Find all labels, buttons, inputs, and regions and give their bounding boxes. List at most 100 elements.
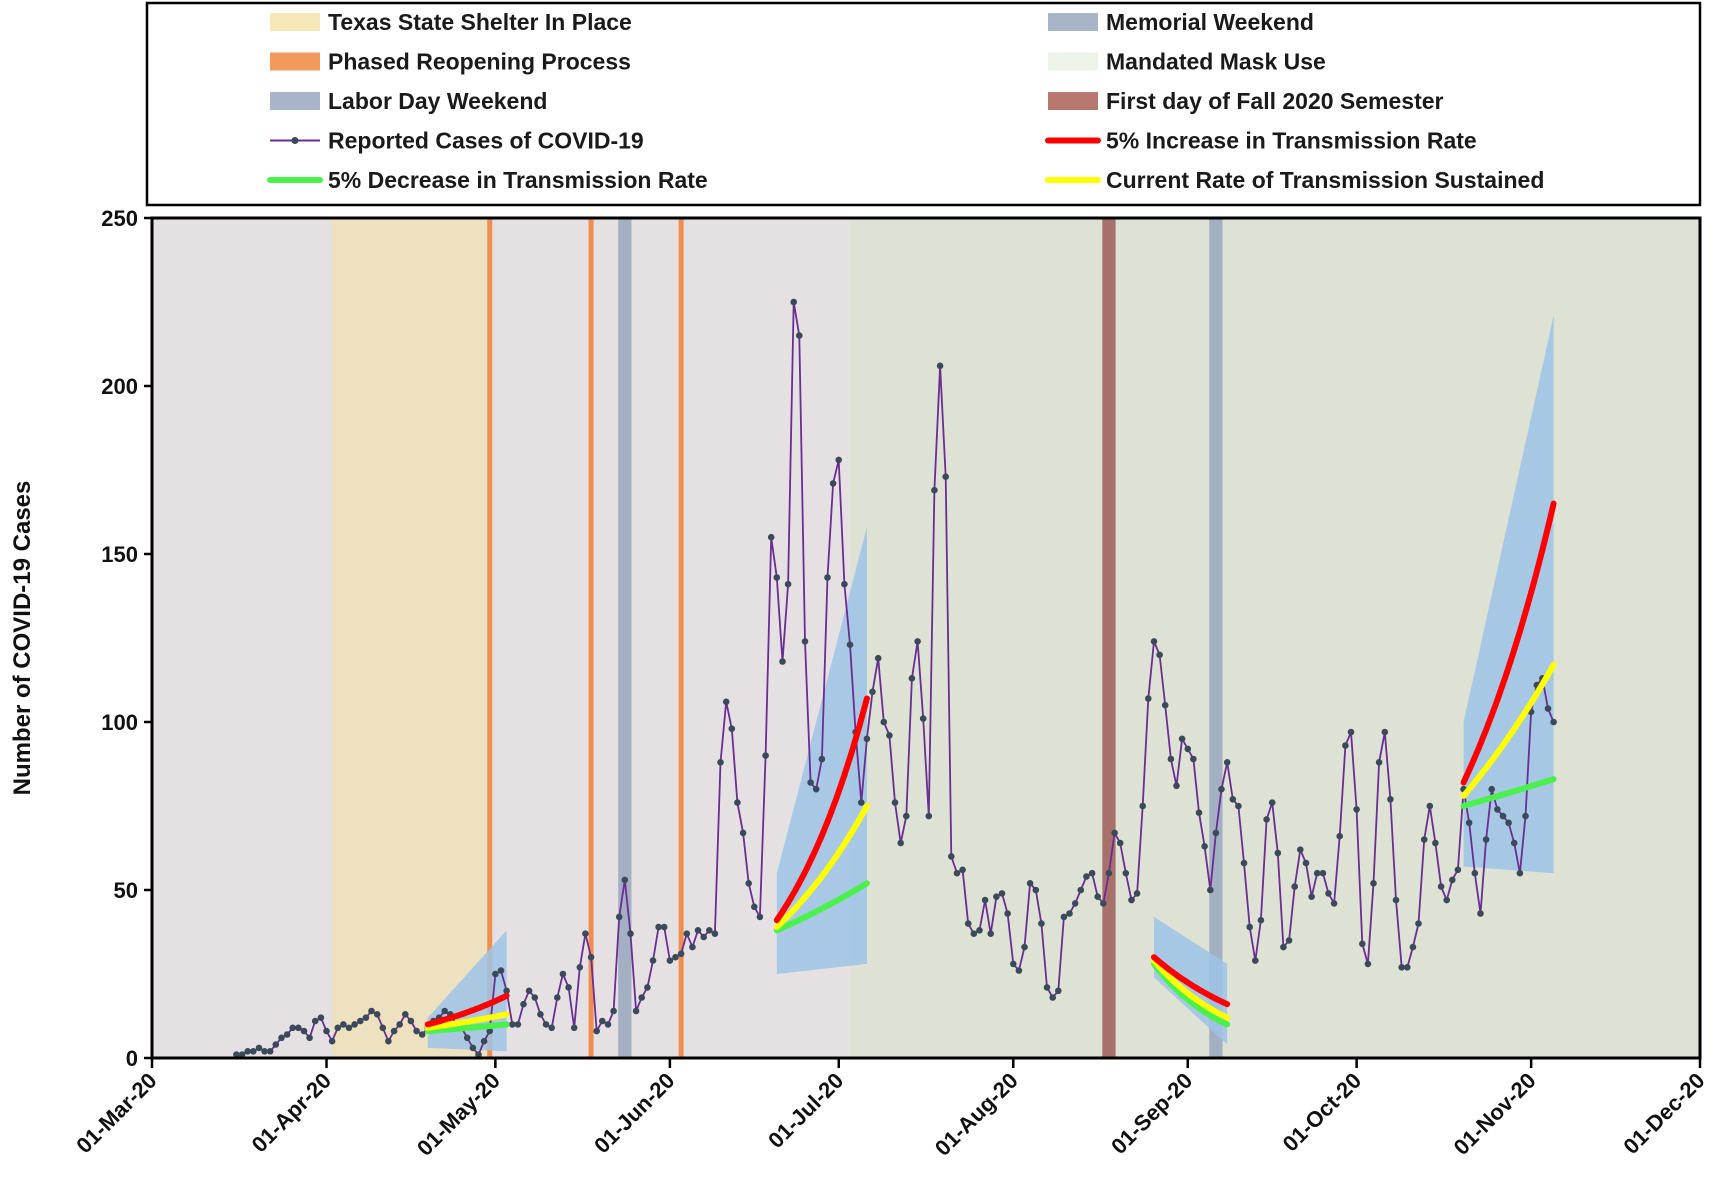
cases-point <box>1004 910 1011 917</box>
cases-point <box>1128 896 1135 904</box>
cases-point <box>1522 812 1529 820</box>
cases-point <box>345 1024 353 1032</box>
legend-label: Current Rate of Transmission Sustained <box>1106 167 1544 193</box>
cases-point <box>1370 880 1377 887</box>
cases-point <box>548 1024 555 1032</box>
decrease-projection <box>1151 960 1231 1028</box>
cases-point <box>576 964 584 971</box>
cases-point <box>1156 651 1163 659</box>
cases-point <box>824 574 831 581</box>
cases-point <box>1516 869 1524 877</box>
cases-point <box>1021 943 1028 951</box>
x-tick-label: 01-Oct-20 <box>1278 1068 1367 1157</box>
cases-point <box>756 913 764 921</box>
cases-point <box>1347 728 1355 736</box>
cases-point <box>531 994 539 1001</box>
uncertainty-band <box>1463 315 1554 1058</box>
cases-point <box>334 1024 342 1032</box>
cases-point <box>514 1021 522 1028</box>
cases-point <box>1359 940 1366 948</box>
legend-label: Reported Cases of COVID-19 <box>328 128 644 154</box>
legend: Texas State Shelter In Place Memorial Wee… <box>145 1 1702 207</box>
cases-point <box>1313 869 1321 877</box>
cases-point <box>1111 829 1118 837</box>
cases-point <box>1302 859 1310 867</box>
cases-point <box>1420 836 1428 843</box>
cases-point <box>1325 890 1332 897</box>
cases-point <box>762 752 769 759</box>
cases-point <box>812 785 820 793</box>
cases-point <box>998 890 1006 897</box>
cases-point <box>649 957 657 964</box>
cases-point <box>953 869 961 877</box>
cases-point <box>1195 809 1203 816</box>
increase-projection <box>424 992 510 1028</box>
cases-point <box>1150 638 1158 645</box>
cases-point <box>1297 846 1304 853</box>
cases-point <box>779 658 786 665</box>
cases-point <box>328 1037 336 1045</box>
legend-item: Labor Day Weekend <box>270 88 547 114</box>
memorial-weekend-band <box>618 218 632 1058</box>
cases-point <box>604 1021 612 1028</box>
cases-point <box>722 698 730 706</box>
legend-item: 5% Increase in Transmission Rate <box>1045 128 1477 154</box>
cases-point <box>689 943 696 951</box>
cases-point <box>1426 802 1434 810</box>
cases-point <box>773 574 781 581</box>
cases-point <box>1071 900 1079 907</box>
cases-point <box>1122 869 1130 877</box>
cases-point <box>1449 876 1456 884</box>
cases-point <box>396 1021 404 1028</box>
cases-point <box>497 967 505 974</box>
decrease-projection <box>424 1021 510 1035</box>
cases-point <box>340 1021 347 1028</box>
legend-marker <box>291 137 299 144</box>
cases-point <box>1235 802 1242 810</box>
cases-point <box>638 994 645 1001</box>
cases-point <box>1437 883 1445 890</box>
cases-point <box>801 638 809 645</box>
cases-point <box>413 1027 420 1035</box>
cases-point <box>897 839 904 847</box>
cases-point <box>1043 984 1051 991</box>
cases-point <box>407 1017 415 1025</box>
cases-point <box>317 1014 325 1021</box>
cases-point <box>266 1048 274 1055</box>
cases-point <box>1066 910 1073 917</box>
cases-point <box>323 1027 330 1035</box>
cases-point <box>1544 705 1552 712</box>
y-tick-label: 50 <box>114 878 138 903</box>
cases-point <box>964 920 972 927</box>
x-tick-label: 01-Mar-20 <box>71 1068 161 1158</box>
cases-point <box>373 1011 381 1018</box>
cases-point <box>835 456 842 464</box>
y-axis-title: Number of COVID-19 Cases <box>9 481 36 796</box>
cases-point <box>672 953 679 961</box>
cases-point <box>1398 964 1405 971</box>
shelter-in-place-region <box>332 218 490 1058</box>
cases-point <box>666 957 674 964</box>
cases-point <box>880 718 888 726</box>
cases-point <box>717 759 724 766</box>
legend-item: Mandated Mask Use <box>1048 49 1326 75</box>
y-tick-label: 0 <box>126 1046 138 1071</box>
cases-point <box>418 1031 426 1038</box>
legend-box <box>145 1 1702 207</box>
cases-point <box>784 580 792 588</box>
cases-point <box>948 853 955 860</box>
cases-point <box>1184 745 1192 753</box>
cases-point <box>1404 964 1411 971</box>
cases-point <box>1218 785 1225 793</box>
cases-point <box>942 473 949 481</box>
cases-point <box>486 1027 494 1035</box>
cases-point <box>1285 937 1293 944</box>
cases-point <box>751 903 758 911</box>
legend-item: First day of Fall 2020 Semester <box>1048 88 1444 114</box>
cases-point <box>1161 701 1169 709</box>
cases-point <box>480 1037 488 1045</box>
cases-point <box>255 1044 263 1052</box>
x-axis: 01-Mar-20 01-Apr-20 01-May-20 01-Jun-20 01-J… <box>71 1058 1710 1161</box>
cases-point <box>1482 836 1490 843</box>
period-regions <box>332 218 1700 1058</box>
